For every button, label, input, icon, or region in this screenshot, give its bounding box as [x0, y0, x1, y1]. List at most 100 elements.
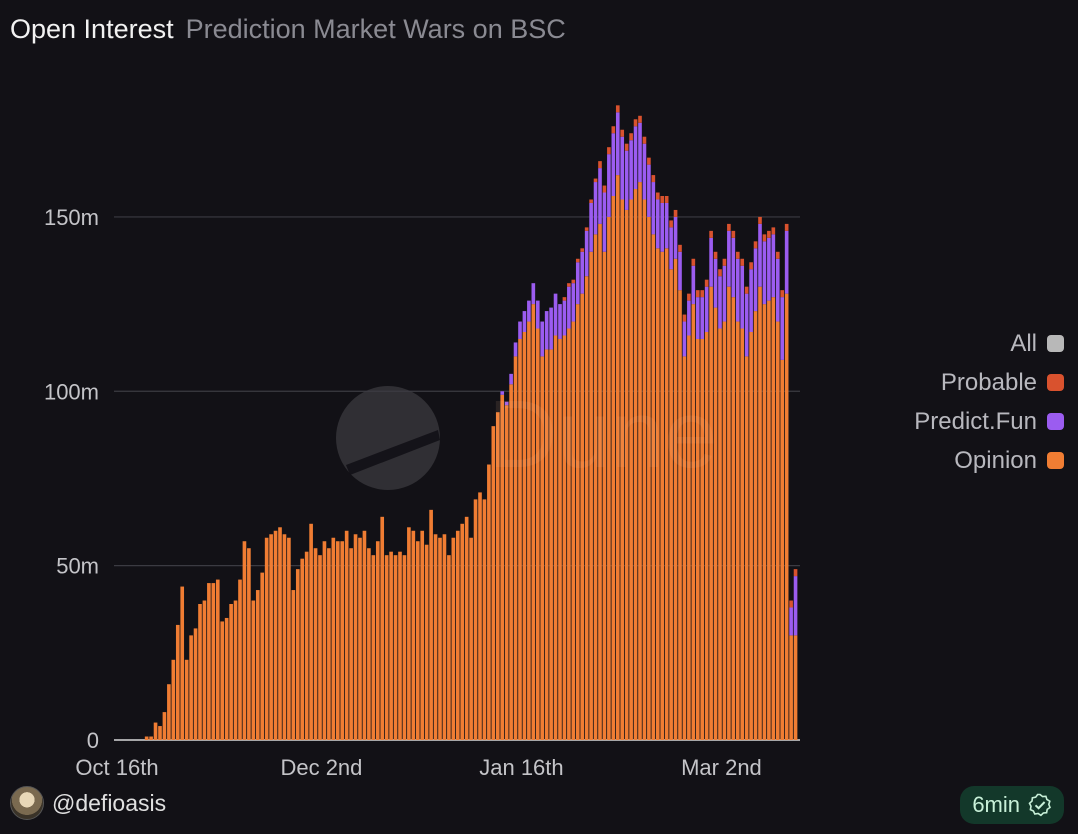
- bar-opinion[interactable]: [251, 600, 256, 740]
- bar-opinion[interactable]: [318, 555, 322, 740]
- bar-opinion[interactable]: [478, 492, 482, 740]
- bar-probable[interactable]: [767, 230, 771, 238]
- bar-opinion[interactable]: [398, 551, 402, 740]
- bar-probable[interactable]: [700, 290, 705, 298]
- bar-opinion[interactable]: [291, 590, 296, 740]
- bar-opinion[interactable]: [144, 736, 149, 740]
- bar-opinion[interactable]: [655, 248, 660, 740]
- bar-predict-fun[interactable]: [740, 265, 745, 329]
- bar-opinion[interactable]: [211, 583, 216, 740]
- bar-predict-fun[interactable]: [660, 202, 665, 252]
- bar-probable[interactable]: [687, 293, 691, 301]
- bar-opinion[interactable]: [549, 349, 553, 740]
- bar-opinion[interactable]: [433, 534, 438, 740]
- bar-opinion[interactable]: [451, 537, 456, 740]
- bar-opinion[interactable]: [544, 349, 549, 740]
- bar-opinion[interactable]: [162, 712, 167, 740]
- bar-opinion[interactable]: [247, 548, 251, 740]
- bar-probable[interactable]: [598, 161, 602, 169]
- bar-predict-fun[interactable]: [767, 237, 771, 301]
- bar-predict-fun[interactable]: [518, 321, 522, 339]
- bar-opinion[interactable]: [304, 551, 309, 740]
- bar-predict-fun[interactable]: [762, 241, 767, 305]
- bar-probable[interactable]: [638, 115, 642, 123]
- bar-opinion[interactable]: [349, 548, 353, 740]
- bar-predict-fun[interactable]: [558, 304, 562, 339]
- bar-predict-fun[interactable]: [500, 391, 505, 395]
- bar-predict-fun[interactable]: [691, 265, 696, 305]
- bar-probable[interactable]: [753, 241, 758, 249]
- bar-opinion[interactable]: [638, 182, 642, 741]
- bar-opinion[interactable]: [651, 234, 656, 741]
- bar-opinion[interactable]: [473, 499, 478, 740]
- bar-probable[interactable]: [611, 126, 616, 134]
- bar-predict-fun[interactable]: [598, 168, 602, 224]
- bar-opinion[interactable]: [611, 196, 616, 740]
- bar-probable[interactable]: [673, 209, 678, 217]
- bar-predict-fun[interactable]: [509, 373, 513, 385]
- bar-opinion[interactable]: [273, 530, 278, 740]
- bar-opinion[interactable]: [482, 499, 487, 740]
- bar-opinion[interactable]: [789, 635, 793, 740]
- bar-predict-fun[interactable]: [673, 216, 678, 259]
- bar-opinion[interactable]: [220, 621, 225, 740]
- bar-opinion[interactable]: [575, 304, 580, 740]
- bar-opinion[interactable]: [344, 530, 349, 740]
- bar-opinion[interactable]: [260, 572, 265, 740]
- bar-opinion[interactable]: [518, 338, 522, 740]
- bar-opinion[interactable]: [633, 189, 638, 740]
- bar-opinion[interactable]: [158, 726, 162, 740]
- bar-predict-fun[interactable]: [638, 122, 642, 183]
- bar-opinion[interactable]: [229, 604, 233, 740]
- bar-opinion[interactable]: [300, 558, 305, 740]
- bar-predict-fun[interactable]: [775, 258, 780, 322]
- bar-opinion[interactable]: [322, 541, 327, 740]
- bar-probable[interactable]: [762, 234, 767, 242]
- bar-opinion[interactable]: [287, 537, 291, 740]
- bar-probable[interactable]: [584, 227, 589, 231]
- bar-predict-fun[interactable]: [607, 154, 611, 217]
- bar-opinion[interactable]: [553, 335, 558, 740]
- bar-opinion[interactable]: [335, 541, 340, 740]
- bar-opinion[interactable]: [224, 617, 229, 740]
- bar-opinion[interactable]: [264, 537, 269, 740]
- bar-probable[interactable]: [727, 223, 731, 231]
- bar-opinion[interactable]: [793, 635, 798, 740]
- bar-opinion[interactable]: [415, 541, 420, 740]
- bar-probable[interactable]: [602, 185, 607, 193]
- bar-opinion[interactable]: [687, 335, 691, 740]
- bar-probable[interactable]: [624, 143, 629, 151]
- bar-predict-fun[interactable]: [758, 223, 762, 287]
- bar-predict-fun[interactable]: [589, 202, 593, 252]
- bar-opinion[interactable]: [207, 583, 211, 740]
- bar-probable[interactable]: [571, 279, 576, 284]
- bar-opinion[interactable]: [407, 527, 411, 740]
- bar-predict-fun[interactable]: [633, 126, 638, 190]
- bar-probable[interactable]: [758, 216, 762, 224]
- bar-predict-fun[interactable]: [615, 112, 620, 176]
- bar-opinion[interactable]: [775, 321, 780, 740]
- bar-opinion[interactable]: [718, 328, 722, 740]
- bar-predict-fun[interactable]: [695, 297, 700, 339]
- bar-opinion[interactable]: [580, 293, 585, 740]
- bar-opinion[interactable]: [695, 338, 700, 740]
- bar-predict-fun[interactable]: [580, 251, 585, 294]
- bar-probable[interactable]: [655, 192, 660, 200]
- bar-predict-fun[interactable]: [567, 286, 571, 329]
- bar-predict-fun[interactable]: [642, 143, 647, 200]
- bar-probable[interactable]: [731, 230, 736, 238]
- bar-predict-fun[interactable]: [678, 251, 682, 291]
- bar-predict-fun[interactable]: [727, 230, 731, 287]
- bar-opinion[interactable]: [469, 537, 473, 740]
- bar-probable[interactable]: [740, 258, 745, 266]
- bar-predict-fun[interactable]: [593, 182, 598, 235]
- bar-opinion[interactable]: [424, 544, 429, 740]
- bar-predict-fun[interactable]: [789, 607, 793, 636]
- bar-opinion[interactable]: [295, 569, 300, 740]
- bar-opinion[interactable]: [615, 175, 620, 740]
- bar-opinion[interactable]: [447, 555, 451, 740]
- bar-opinion[interactable]: [420, 530, 425, 740]
- bar-opinion[interactable]: [784, 293, 789, 740]
- bar-opinion[interactable]: [384, 555, 389, 740]
- bar-opinion[interactable]: [593, 234, 598, 741]
